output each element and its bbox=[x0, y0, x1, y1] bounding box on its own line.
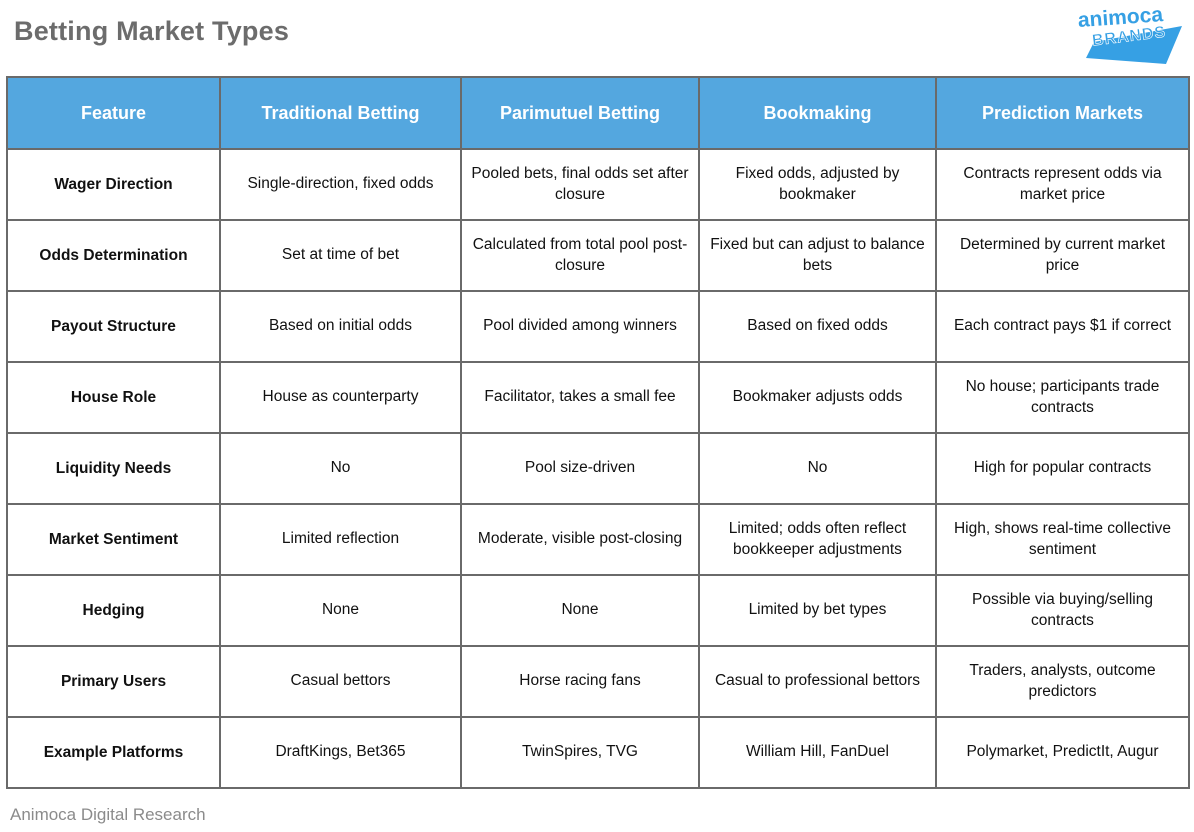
value-cell: Traders, analysts, outcome predictors bbox=[935, 645, 1190, 718]
column-header-feature: Feature bbox=[6, 76, 221, 150]
value-cell: Pooled bets, final odds set after closur… bbox=[460, 148, 700, 221]
value-cell: TwinSpires, TVG bbox=[460, 716, 700, 789]
table-row-house-role: House Role House as counterparty Facilit… bbox=[6, 361, 1190, 434]
value-cell: Horse racing fans bbox=[460, 645, 700, 718]
value-cell: No bbox=[698, 432, 937, 505]
header-row: Feature Traditional Betting Parimutuel B… bbox=[6, 76, 1190, 150]
value-cell: Casual to professional bettors bbox=[698, 645, 937, 718]
value-cell: Limited by bet types bbox=[698, 574, 937, 647]
value-cell: Casual bettors bbox=[219, 645, 462, 718]
feature-cell: Payout Structure bbox=[6, 290, 221, 363]
table-row-liquidity-needs: Liquidity Needs No Pool size-driven No H… bbox=[6, 432, 1190, 505]
value-cell: Based on initial odds bbox=[219, 290, 462, 363]
feature-cell: Wager Direction bbox=[6, 148, 221, 221]
feature-cell: Primary Users bbox=[6, 645, 221, 718]
animoca-brands-logo: animoca BRANDS bbox=[1077, 3, 1182, 64]
attribution: Animoca Digital Research bbox=[10, 805, 206, 824]
value-cell: Pool size-driven bbox=[460, 432, 700, 505]
value-cell: Bookmaker adjusts odds bbox=[698, 361, 937, 434]
value-cell: Contracts represent odds via market pric… bbox=[935, 148, 1190, 221]
value-cell: Possible via buying/selling contracts bbox=[935, 574, 1190, 647]
value-cell: High for popular contracts bbox=[935, 432, 1190, 505]
value-cell: Single-direction, fixed odds bbox=[219, 148, 462, 221]
value-cell: Each contract pays $1 if correct bbox=[935, 290, 1190, 363]
logo-flag-shape bbox=[1086, 26, 1182, 64]
value-cell: Moderate, visible post-closing bbox=[460, 503, 700, 576]
value-cell: Fixed but can adjust to balance bets bbox=[698, 219, 937, 292]
feature-cell: House Role bbox=[6, 361, 221, 434]
table-row-wager-direction: Wager Direction Single-direction, fixed … bbox=[6, 148, 1190, 221]
column-header-bookmaking: Bookmaking bbox=[698, 76, 937, 150]
value-cell: Limited reflection bbox=[219, 503, 462, 576]
feature-cell: Liquidity Needs bbox=[6, 432, 221, 505]
value-cell: None bbox=[219, 574, 462, 647]
value-cell: Calculated from total pool post-closure bbox=[460, 219, 700, 292]
column-header-parimutuel-betting: Parimutuel Betting bbox=[460, 76, 700, 150]
value-cell: DraftKings, Bet365 bbox=[219, 716, 462, 789]
feature-cell: Market Sentiment bbox=[6, 503, 221, 576]
value-cell: No house; participants trade contracts bbox=[935, 361, 1190, 434]
page-title: Betting Market Types bbox=[14, 16, 290, 46]
value-cell: Based on fixed odds bbox=[698, 290, 937, 363]
value-cell: Pool divided among winners bbox=[460, 290, 700, 363]
feature-cell: Example Platforms bbox=[6, 716, 221, 789]
table-row-primary-users: Primary Users Casual bettors Horse racin… bbox=[6, 645, 1190, 718]
table-row-payout-structure: Payout Structure Based on initial odds P… bbox=[6, 290, 1190, 363]
value-cell: Fixed odds, adjusted by bookmaker bbox=[698, 148, 937, 221]
value-cell: Polymarket, PredictIt, Augur bbox=[935, 716, 1190, 789]
value-cell: House as counterparty bbox=[219, 361, 462, 434]
table-row-odds-determination: Odds Determination Set at time of bet Ca… bbox=[6, 219, 1190, 292]
feature-cell: Hedging bbox=[6, 574, 221, 647]
value-cell: Limited; odds often reflect bookkeeper a… bbox=[698, 503, 937, 576]
table-row-example-platforms: Example Platforms DraftKings, Bet365 Twi… bbox=[6, 716, 1190, 789]
table-row-market-sentiment: Market Sentiment Limited reflection Mode… bbox=[6, 503, 1190, 576]
value-cell: Facilitator, takes a small fee bbox=[460, 361, 700, 434]
value-cell: Determined by current market price bbox=[935, 219, 1190, 292]
column-header-traditional-betting: Traditional Betting bbox=[219, 76, 462, 150]
betting-market-types-table: Feature Traditional Betting Parimutuel B… bbox=[6, 76, 1190, 789]
value-cell: William Hill, FanDuel bbox=[698, 716, 937, 789]
value-cell: None bbox=[460, 574, 700, 647]
table-row-hedging: Hedging None None Limited by bet types P… bbox=[6, 574, 1190, 647]
value-cell: Set at time of bet bbox=[219, 219, 462, 292]
value-cell: No bbox=[219, 432, 462, 505]
column-header-prediction-markets: Prediction Markets bbox=[935, 76, 1190, 150]
value-cell: High, shows real-time collective sentime… bbox=[935, 503, 1190, 576]
feature-cell: Odds Determination bbox=[6, 219, 221, 292]
